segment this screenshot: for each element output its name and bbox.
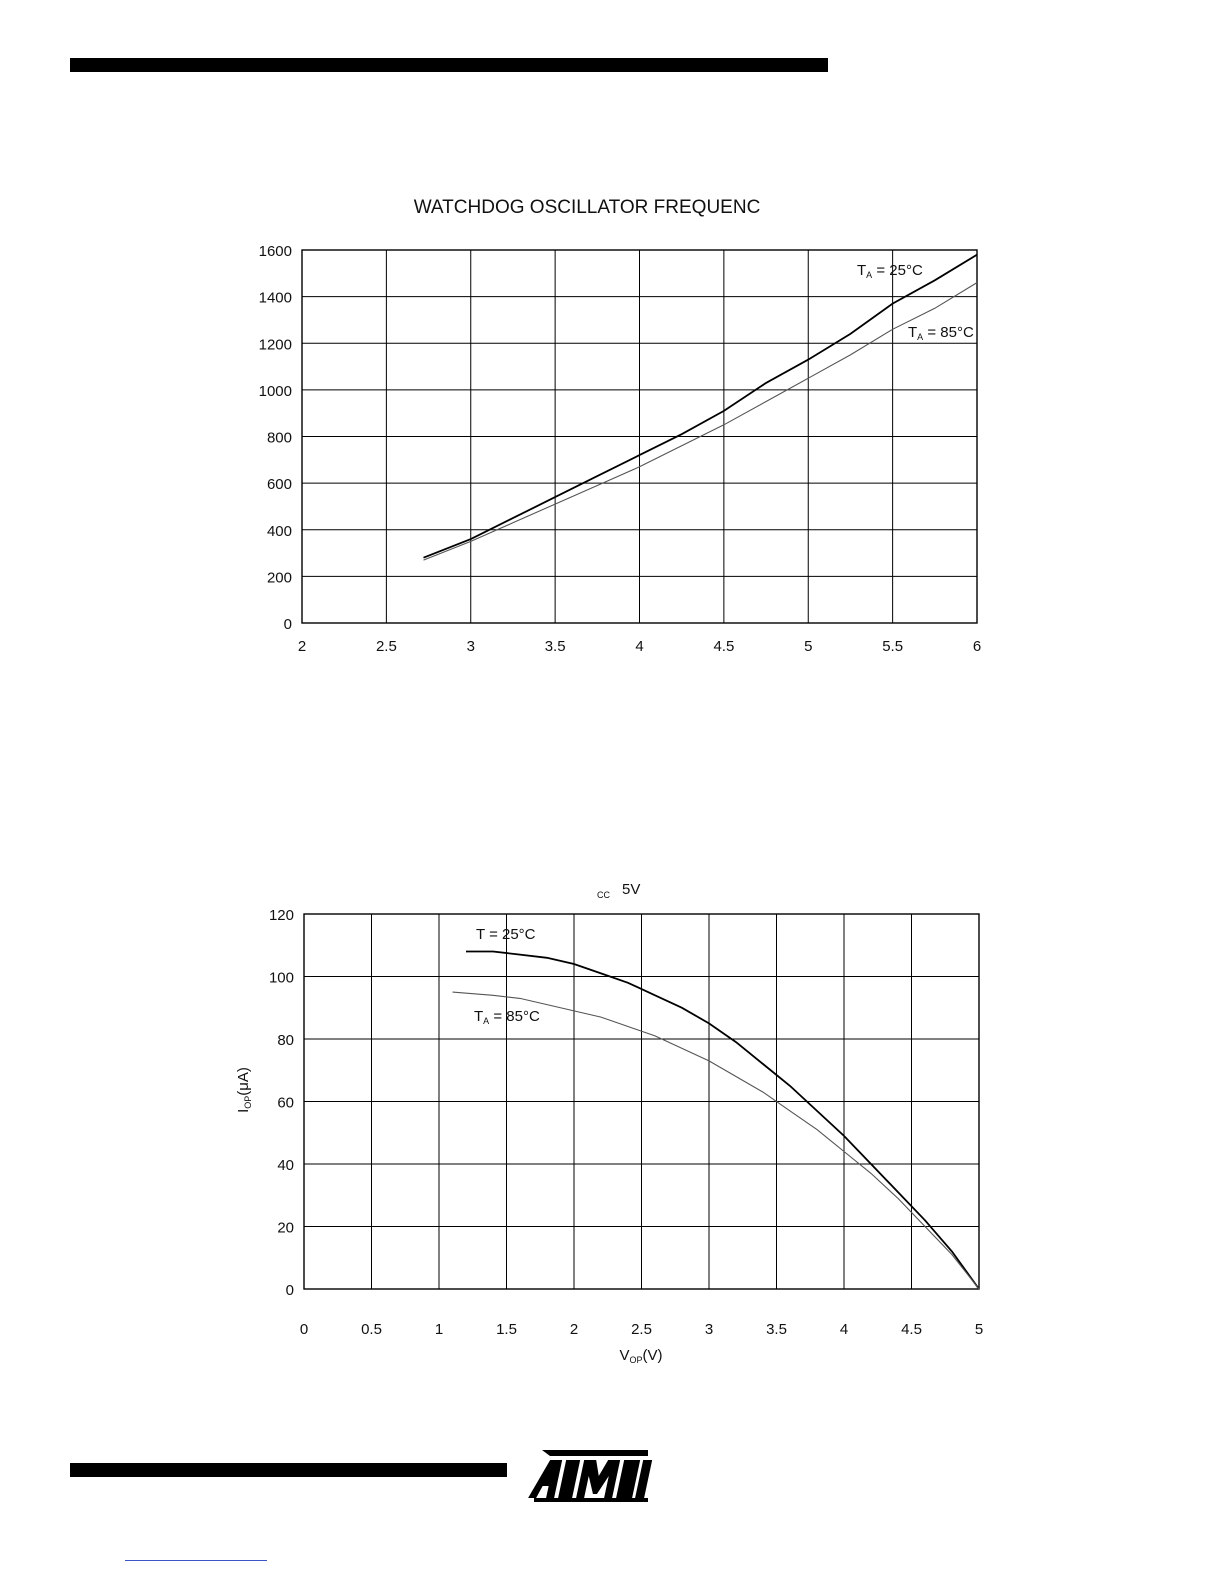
y-tick-label: 1200 [259,336,292,353]
footer-rule [70,1463,507,1477]
x-tick-label: 5 [804,638,812,655]
header-rule [70,58,828,72]
series-line-25c [423,253,978,559]
y-tick-label: 0 [284,616,292,633]
x-tick-label: 4 [840,1321,848,1338]
y-tick-label: 0 [286,1282,294,1299]
y-tick-label: 200 [267,569,292,586]
y-tick-label: 1000 [259,383,292,400]
y-tick-label: 20 [277,1220,294,1237]
y-tick-label: 100 [269,970,294,987]
series-label: TA = 25°C [857,262,923,280]
x-tick-label: 1.5 [496,1321,517,1338]
series-label: T = 25°C [476,926,536,943]
footer-link-underline[interactable] [125,1560,267,1561]
x-tick-label: 0.5 [361,1321,382,1338]
y-tick-label: 600 [267,476,292,493]
x-tick-label: 2.5 [376,638,397,655]
x-tick-label: 3 [705,1321,713,1338]
y-tick-label: 400 [267,523,292,540]
y-tick-label: 1600 [259,243,292,260]
plot-frame [301,249,978,624]
x-tick-label: 1 [435,1321,443,1338]
y-tick-label: 800 [267,430,292,447]
x-tick-label: 2 [570,1321,578,1338]
x-axis-label: VOP(V) [620,1347,663,1365]
x-tick-label: 6 [973,638,981,655]
chart-title: WATCHDOG OSCILLATOR FREQUENC [414,197,761,218]
x-tick-label: 4.5 [713,638,734,655]
x-tick-label: 4 [635,638,643,655]
x-tick-label: 5.5 [882,638,903,655]
y-axis-label: IOP(μA) [235,1067,253,1113]
x-tick-label: 3.5 [545,638,566,655]
x-tick-label: 2 [298,638,306,655]
series-line-25c [466,950,980,1290]
series-line-85c [452,991,980,1290]
y-tick-label: 60 [277,1095,294,1112]
y-tick-label: 1400 [259,290,292,307]
y-tick-label: 120 [269,907,294,924]
x-tick-label: 3 [467,638,475,655]
x-tick-label: 0 [300,1321,308,1338]
chart-title: CC 5V [597,881,640,900]
y-tick-label: 40 [277,1157,294,1174]
y-tick-label: 80 [277,1032,294,1049]
x-tick-label: 2.5 [631,1321,652,1338]
plot-frame [303,913,980,1290]
series-label: TA = 85°C [474,1008,540,1026]
x-tick-label: 5 [975,1321,983,1338]
atmel-logo [528,1450,653,1502]
series-label: TA = 85°C [908,324,974,342]
x-tick-label: 3.5 [766,1321,787,1338]
series-line-85c [423,282,978,561]
x-tick-label: 4.5 [901,1321,922,1338]
